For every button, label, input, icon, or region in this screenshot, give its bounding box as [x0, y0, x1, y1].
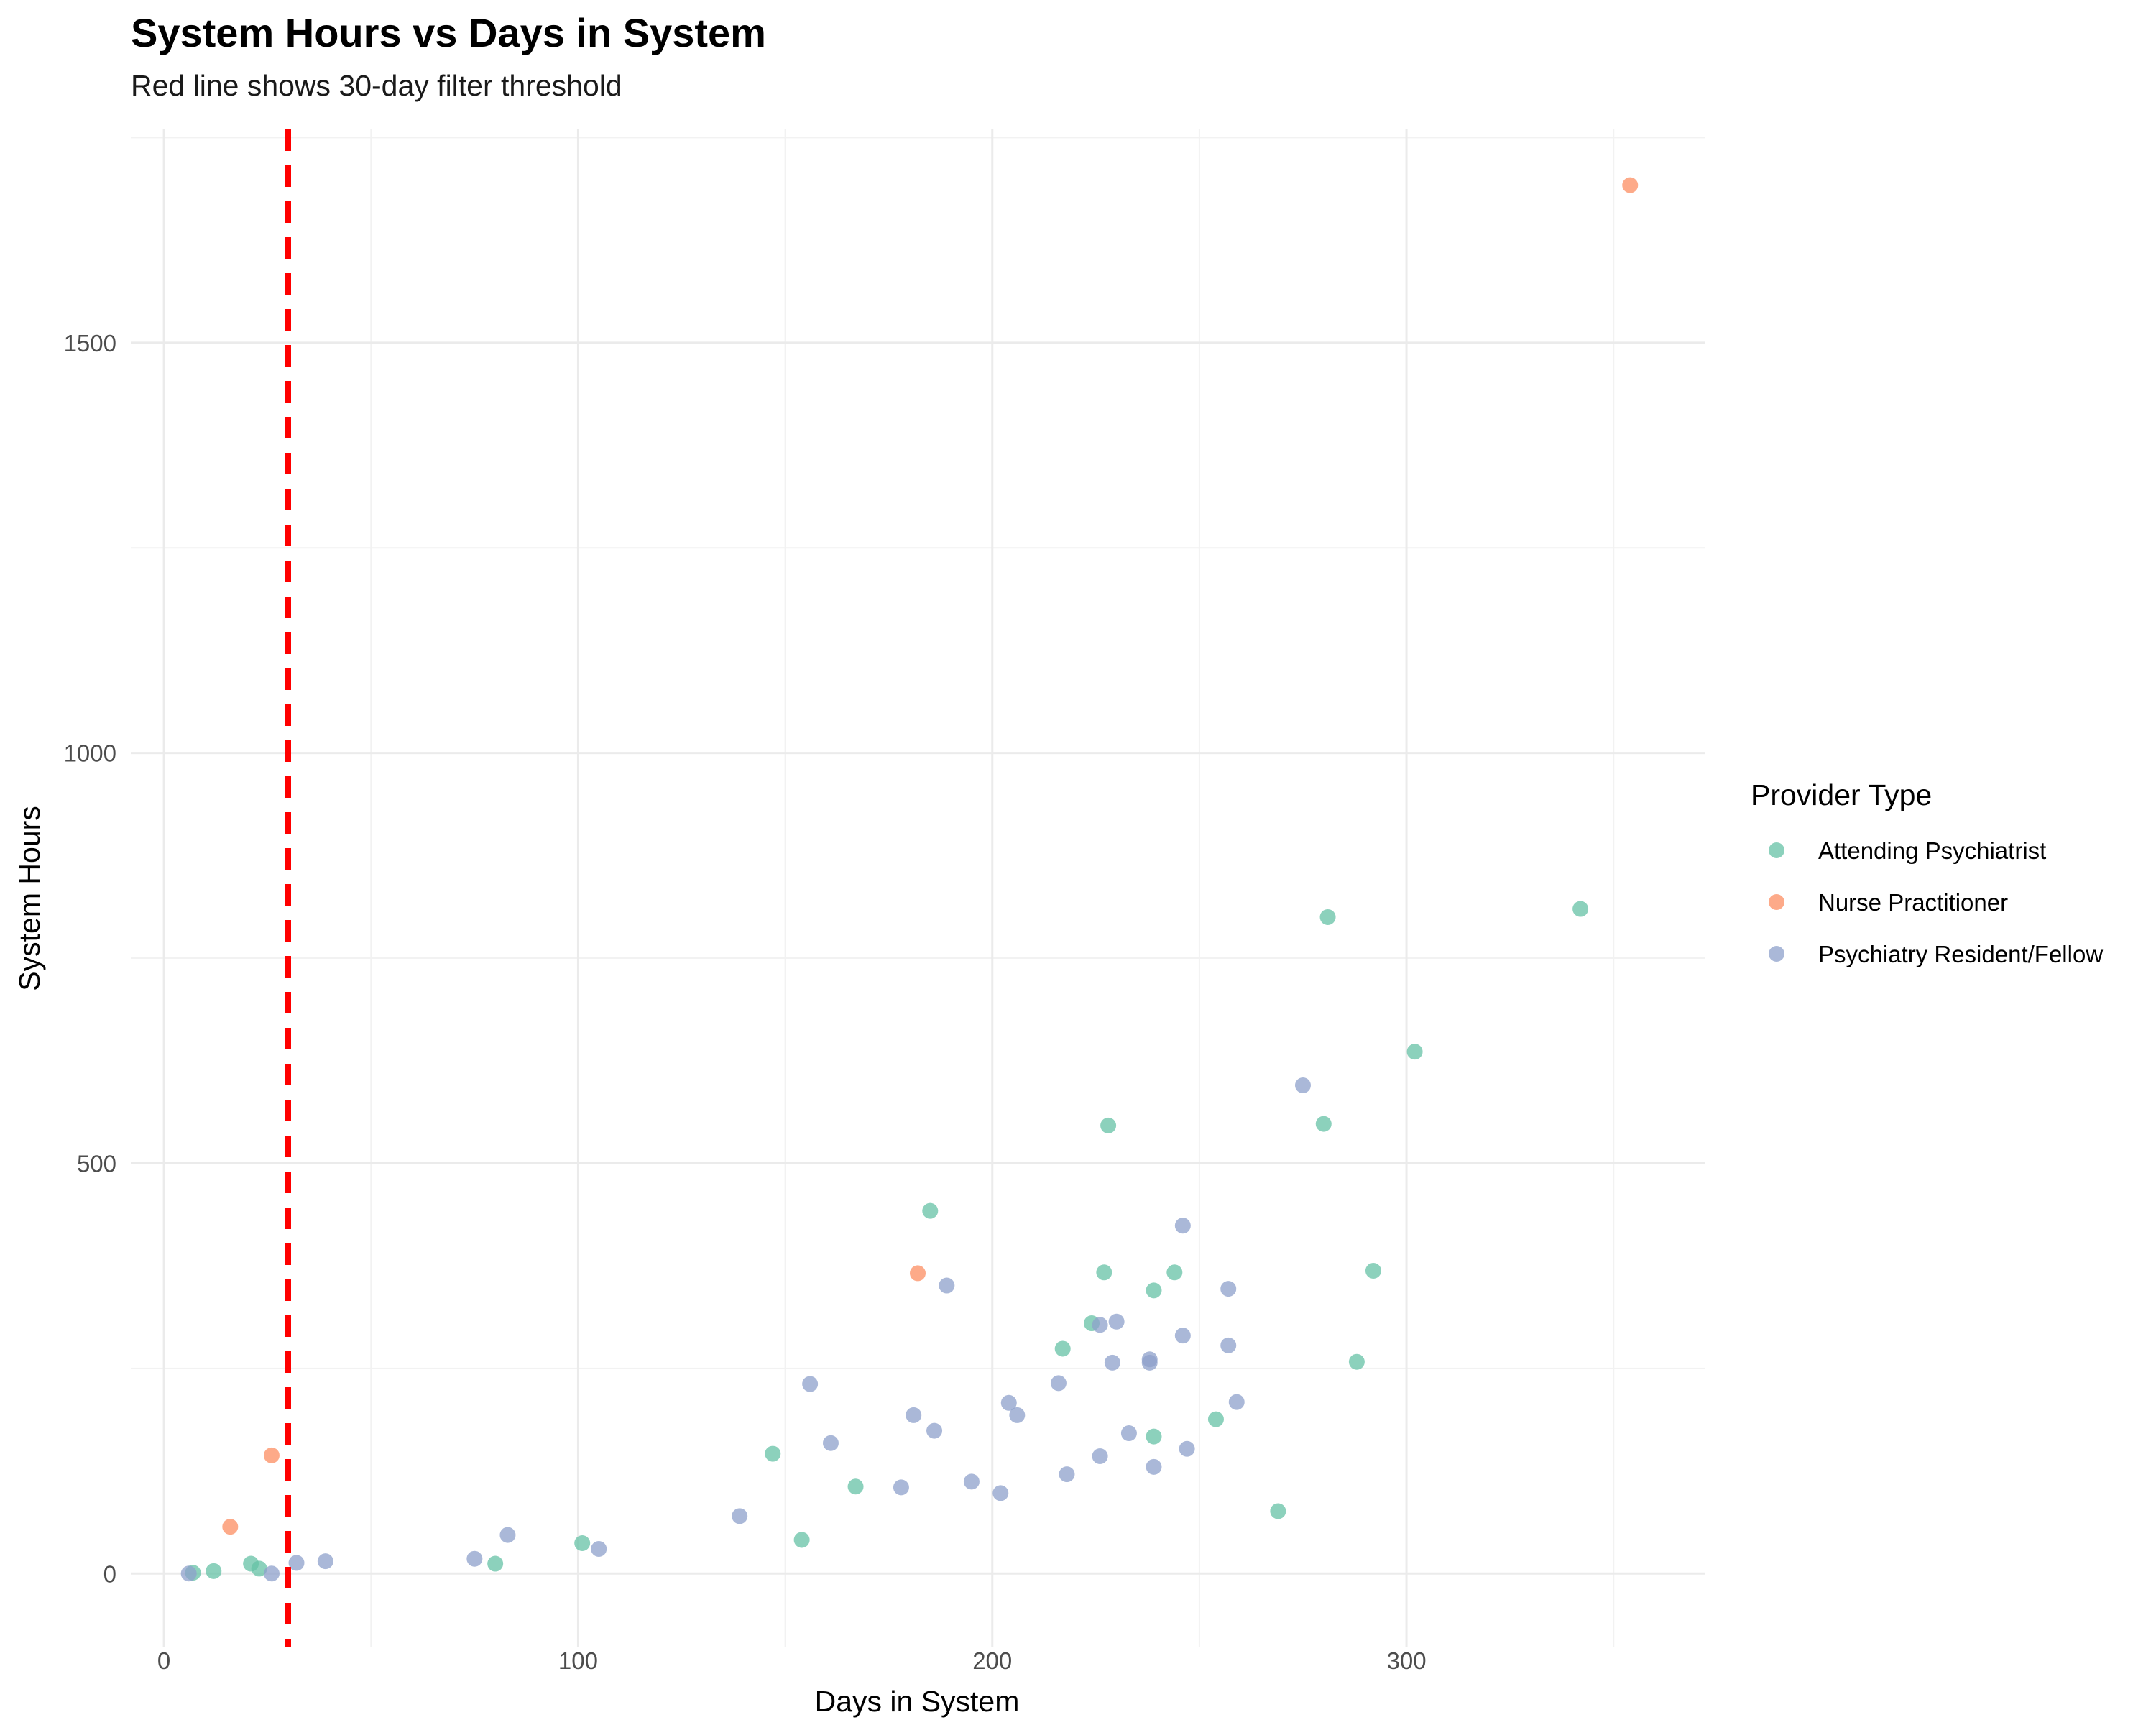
x-axis-title: Days in System: [815, 1685, 1020, 1718]
data-point: [847, 1478, 864, 1495]
data-point: [206, 1563, 222, 1579]
x-tick-label: 300: [1387, 1647, 1427, 1674]
data-point: [1174, 1328, 1191, 1344]
data-point: [1319, 908, 1336, 925]
x-tick-label: 100: [558, 1647, 598, 1674]
data-point: [574, 1535, 591, 1552]
legend-key: [1769, 946, 1784, 962]
y-tick-label: 1500: [64, 330, 116, 356]
data-point: [1054, 1340, 1071, 1357]
data-point: [1092, 1317, 1108, 1333]
data-point: [1174, 1218, 1191, 1234]
data-point: [1166, 1264, 1183, 1281]
data-point: [1348, 1353, 1365, 1370]
data-point: [1100, 1117, 1117, 1133]
data-point: [1050, 1375, 1067, 1392]
data-point: [1104, 1354, 1120, 1371]
legend-key: [1769, 842, 1784, 858]
data-point: [1270, 1503, 1286, 1519]
data-point: [1220, 1337, 1237, 1353]
data-point: [1146, 1282, 1162, 1299]
data-point: [1207, 1411, 1224, 1427]
y-tick-label: 500: [77, 1150, 116, 1177]
data-point: [822, 1435, 839, 1451]
major-gridlines: [131, 129, 1705, 1647]
data-point: [922, 1202, 939, 1219]
data-point: [992, 1485, 1009, 1501]
legend: Provider Type Attending Psychiatrist Nurs…: [1751, 778, 2103, 967]
data-point: [1096, 1264, 1112, 1281]
data-point: [1000, 1394, 1017, 1411]
data-point: [1146, 1428, 1162, 1445]
data-point: [963, 1473, 980, 1490]
data-point: [317, 1553, 333, 1570]
data-point: [263, 1447, 280, 1463]
data-point: [1315, 1116, 1332, 1132]
data-point: [1228, 1394, 1245, 1410]
data-points: [180, 177, 1639, 1582]
chart-subtitle: Red line shows 30-day filter threshold: [131, 69, 622, 102]
data-point: [222, 1519, 239, 1535]
data-point: [1220, 1281, 1237, 1297]
y-tick-label: 1000: [64, 740, 116, 767]
data-point: [906, 1407, 922, 1423]
legend-label: Attending Psychiatrist: [1818, 837, 2046, 864]
legend-label: Nurse Practitioner: [1818, 889, 2008, 916]
data-point: [939, 1277, 955, 1294]
data-point: [1406, 1044, 1423, 1060]
legend-label: Psychiatry Resident/Fellow: [1818, 941, 2103, 967]
chart-title: System Hours vs Days in System: [131, 10, 766, 55]
data-point: [893, 1479, 909, 1496]
data-point: [251, 1560, 267, 1577]
data-point: [793, 1532, 810, 1548]
data-point: [1146, 1458, 1162, 1475]
data-point: [910, 1265, 926, 1282]
data-point: [1179, 1440, 1195, 1457]
data-point: [1120, 1425, 1137, 1442]
data-point: [1009, 1407, 1026, 1423]
data-point: [263, 1565, 280, 1582]
data-point: [487, 1555, 504, 1572]
data-point: [466, 1550, 483, 1567]
data-point: [1059, 1466, 1075, 1483]
legend-title: Provider Type: [1751, 778, 1932, 811]
data-point: [802, 1376, 819, 1392]
data-point: [1572, 901, 1589, 917]
y-tick-label: 0: [103, 1560, 116, 1587]
x-axis-ticks: 0 100 200 300: [157, 1647, 1427, 1674]
y-axis-ticks: 0 500 1000 1500: [64, 330, 116, 1587]
data-point: [1622, 177, 1639, 193]
legend-key: [1769, 894, 1784, 910]
x-tick-label: 0: [157, 1647, 170, 1674]
data-point: [1108, 1313, 1125, 1330]
data-point: [732, 1508, 748, 1524]
minor-gridlines: [131, 129, 1705, 1647]
x-tick-label: 200: [972, 1647, 1012, 1674]
data-point: [1092, 1448, 1108, 1465]
data-point: [1141, 1351, 1158, 1368]
data-point: [926, 1422, 943, 1439]
data-point: [288, 1555, 305, 1571]
data-point: [591, 1541, 607, 1558]
data-point: [499, 1527, 516, 1543]
data-point: [180, 1565, 197, 1582]
data-point: [765, 1445, 781, 1462]
data-point: [1294, 1077, 1311, 1093]
y-axis-title: System Hours: [13, 806, 46, 990]
data-point: [1365, 1262, 1381, 1279]
legend-items: Attending Psychiatrist Nurse Practitioner…: [1769, 837, 2103, 967]
